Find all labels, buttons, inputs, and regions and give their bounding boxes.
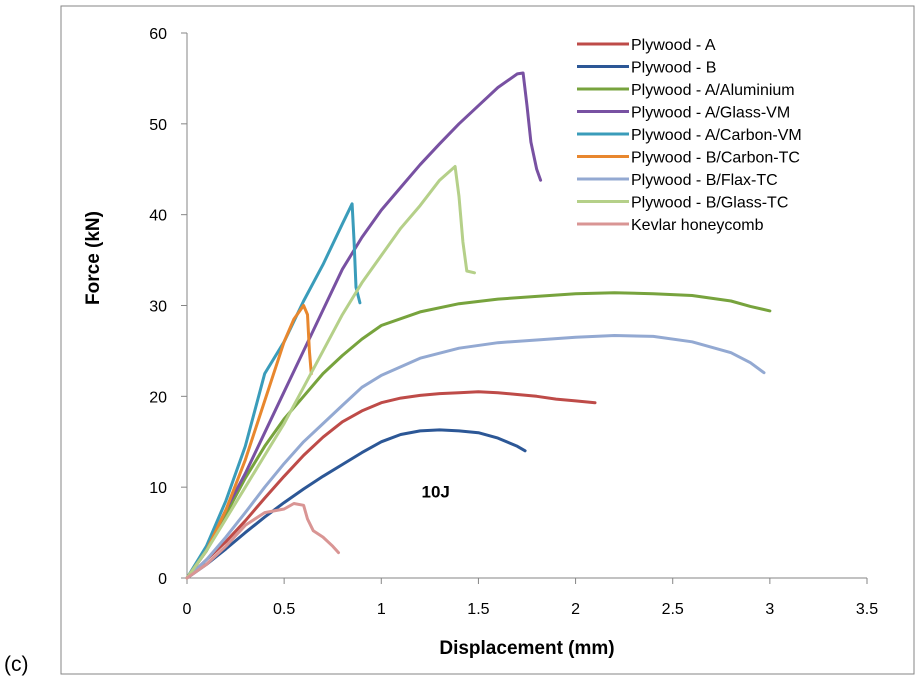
- y-tick-label: 30: [149, 299, 167, 316]
- series-layer: [185, 71, 772, 580]
- x-tick-label: 3.5: [856, 601, 878, 618]
- x-tick-label: 3: [765, 601, 774, 618]
- series-line-9: [185, 502, 340, 580]
- legend-label: Plywood - B/Glass-TC: [631, 195, 788, 212]
- legend-label: Plywood - A/Aluminium: [631, 82, 795, 99]
- series-line-8: [185, 165, 476, 580]
- axes: 0 10 20 30 40 50 60 0 0.5 1 1.5 2 2.5 3 3.5: [149, 26, 878, 618]
- panel-label: (c): [4, 653, 29, 676]
- series-line-2: [185, 428, 527, 580]
- x-axis-title: Displacement (mm): [439, 638, 614, 659]
- x-tick-label: 1.5: [467, 601, 489, 618]
- x-tick-label: 0: [183, 601, 192, 618]
- y-tick-label: 60: [149, 26, 167, 43]
- legend-label: Plywood - A/Glass-VM: [631, 105, 790, 122]
- x-tick-label: 2.5: [662, 601, 684, 618]
- legend-label: Plywood - A/Carbon-VM: [631, 127, 802, 144]
- series-line-3: [185, 291, 772, 580]
- x-tick-label: 1: [377, 601, 386, 618]
- series-line-4: [185, 71, 543, 580]
- legend: Plywood - A Plywood - B Plywood - A/Alumin…: [577, 37, 802, 234]
- x-tick-label: 2: [571, 601, 580, 618]
- legend-label: Plywood - A: [631, 37, 716, 54]
- energy-annotation: 10J: [421, 483, 449, 502]
- legend-label: Plywood - B/Carbon-TC: [631, 150, 800, 167]
- y-axis-title: Force (kN): [83, 211, 104, 305]
- x-tick-label: 0.5: [273, 601, 295, 618]
- legend-label: Plywood - B: [631, 60, 716, 77]
- y-tick-label: 40: [149, 208, 167, 225]
- legend-label: Plywood - B/Flax-TC: [631, 172, 778, 189]
- y-tick-label: 20: [149, 389, 167, 406]
- y-tick-label: 10: [149, 480, 167, 497]
- series-line-7: [185, 334, 766, 580]
- series-line-6: [185, 304, 313, 580]
- series-line-5: [185, 202, 362, 580]
- y-tick-label: 0: [158, 571, 167, 588]
- legend-label: Kevlar honeycomb: [631, 217, 764, 234]
- y-tick-label: 50: [149, 117, 167, 134]
- series-line-1: [185, 390, 597, 580]
